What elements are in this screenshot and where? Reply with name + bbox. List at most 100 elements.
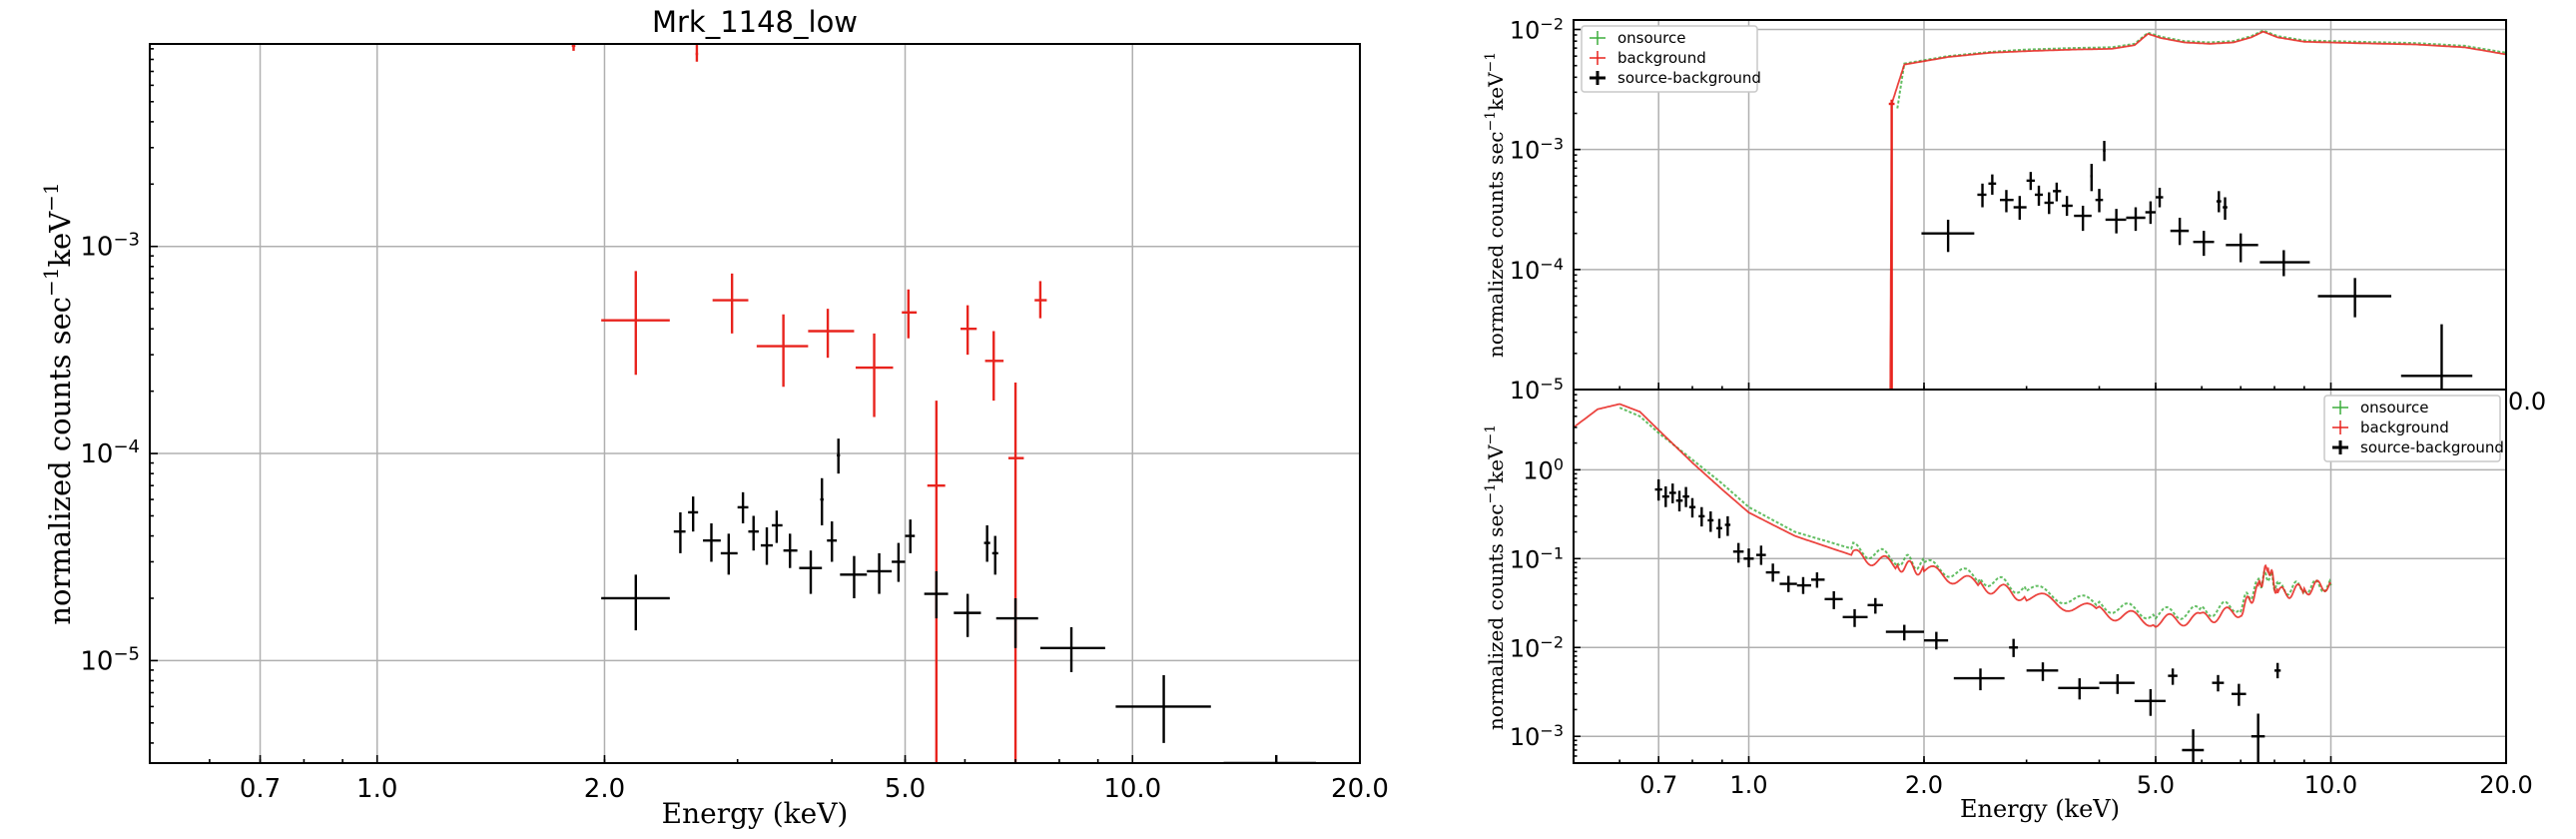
x-tick-label: 1.0	[356, 774, 397, 804]
left-ticks: 0.7 1.0 2.0 5.0 10.0 20.0 10−5 10−4 10−3	[80, 48, 1389, 804]
y-tick-label: 10−1	[1510, 543, 1564, 574]
source-background-error-cross	[2013, 196, 2027, 220]
source-background-error-cross	[1724, 515, 1731, 536]
series-1-error-cross	[771, 510, 783, 543]
source-background-error-cross	[1999, 190, 2014, 213]
series-1-error-cross	[783, 533, 798, 568]
source-background-error-cross	[1811, 572, 1825, 588]
source-background-error-cross	[1867, 597, 1883, 614]
left-grid	[150, 44, 1361, 763]
onsource-curve	[1618, 407, 2332, 620]
y-tick-label: 10−4	[80, 436, 140, 470]
x-tick-label: 0.7	[240, 774, 281, 804]
source-background-error-cross	[2074, 205, 2092, 232]
source-background-error-cross	[1755, 545, 1766, 565]
series-0-error-cross	[601, 271, 670, 376]
source-background-error-cross	[2058, 678, 2100, 700]
series-0-error-cross	[712, 273, 749, 334]
series-0-error-cross	[571, 44, 576, 51]
series-1-error-cross	[799, 550, 823, 594]
source-background-error-cross	[1668, 483, 1676, 503]
source-background-error-cross	[1779, 575, 1797, 592]
source-background-error-cross	[1688, 497, 1696, 518]
series-0-error-cross	[961, 305, 977, 356]
source-background-error-cross	[1977, 183, 1987, 208]
bottom-right-legend-box	[2323, 395, 2501, 462]
source-background-error-cross	[2009, 638, 2019, 657]
bottom-right-spectrum-panel: 0.7 1.0 2.0 5.0 10.0 20.0 10−3 10−2 10−1 100 Ener…	[1483, 389, 2533, 823]
series-1-error-cross	[1039, 626, 1105, 672]
svg-text:source-background: source-background	[2360, 438, 2504, 456]
source-background-error-cross	[2105, 209, 2127, 234]
source-background-error-cross	[2170, 218, 2190, 246]
x-tick-label: 2.0	[1905, 771, 1943, 799]
source-background-error-cross	[1716, 518, 1722, 538]
series-0-error-cross	[756, 314, 809, 388]
bottom-right-axes-frame	[1573, 389, 2507, 764]
series-1-error-cross	[737, 491, 749, 523]
x-tick-label: 2.0	[584, 774, 625, 804]
series-1-error-cross	[995, 597, 1038, 648]
series-0-error-cross	[1007, 383, 1024, 763]
top-right-legend-box	[1581, 25, 1758, 93]
source-background-error-cross	[1743, 548, 1754, 567]
series-1-error-cross	[991, 535, 998, 575]
series-1-error-cross	[1115, 675, 1211, 743]
series-1-error-cross	[673, 511, 686, 553]
legend-entry-background: background	[1590, 49, 1706, 67]
bottom-right-x-axis-label: Energy (keV)	[1960, 795, 2120, 823]
source-background-error-cross	[2145, 201, 2156, 225]
y-tick-label: 10−3	[1510, 134, 1564, 165]
series-0-error-cross	[1034, 281, 1047, 319]
x-tick-label: 5.0	[2137, 771, 2175, 799]
top-right-spectrum-panel: 10−5 10−4 10−3 10−2 0.0 normalized counts s…	[1483, 14, 2546, 416]
source-background-error-cross	[2231, 683, 2247, 706]
source-background-error-cross	[2226, 233, 2258, 263]
top-right-legend: onsource background source-background	[1581, 25, 1761, 93]
bottom-right-grid	[1574, 390, 2507, 763]
x-tick-label: 10.0	[2304, 771, 2357, 799]
left-chart-title: Mrk_1148_low	[652, 5, 858, 39]
source-background-error-cross	[2026, 662, 2059, 681]
source-background-error-cross	[2062, 196, 2073, 217]
x-tick-label: 0.7	[1639, 771, 1677, 799]
series-1-error-cross	[748, 515, 759, 551]
top-right-y-axis-label: normalized counts sec−1keV−1	[1483, 52, 1508, 358]
source-background-error-cross	[1842, 608, 1868, 627]
source-background-error-cross	[1885, 624, 1925, 641]
source-background-error-cross	[2212, 674, 2225, 692]
series-0-error-cross	[808, 309, 855, 359]
svg-text:source-background: source-background	[1617, 69, 1761, 87]
source-background-error-cross	[2090, 163, 2094, 192]
bottom-right-ticks: 0.7 1.0 2.0 5.0 10.0 20.0 10−3 10−2 10−1 100	[1510, 394, 2533, 799]
bottom-right-y-axis-label: normalized counts sec−1keV−1	[1483, 424, 1508, 730]
source-background-error-cross	[2099, 674, 2135, 694]
svg-text:background: background	[2360, 419, 2449, 436]
source-background-error-cross	[2103, 141, 2106, 162]
source-background-error-cross	[2400, 324, 2473, 390]
source-background-error-cross	[2155, 187, 2164, 208]
source-background-error-cross	[2274, 662, 2281, 679]
y-tick-label: 10−2	[1510, 14, 1564, 45]
source-background-error-cross	[2259, 250, 2310, 277]
source-background-error-cross	[2168, 668, 2178, 685]
source-background-error-cross	[2126, 207, 2146, 232]
series-1-error-cross	[688, 496, 699, 532]
series-1-error-cross	[954, 593, 981, 637]
source-background-error-cross	[1924, 631, 1949, 650]
series-0-error-cross	[984, 331, 1004, 402]
series-1-error-cross	[867, 552, 893, 594]
background-curve	[1574, 403, 2332, 628]
legend-entry-onsource: onsource	[2332, 399, 2429, 417]
x-tick-label: 10.0	[1103, 774, 1161, 804]
source-background-error-cross	[1732, 542, 1744, 563]
source-background-error-cross	[2053, 182, 2062, 202]
left-data-marks	[571, 44, 1317, 763]
series-1-error-cross	[837, 438, 841, 474]
series-1-error-cross	[892, 542, 906, 582]
left-x-axis-label: Energy (keV)	[662, 797, 849, 830]
legend-entry-background: background	[2332, 419, 2449, 436]
top-right-x-tick-label-partial: 0.0	[2508, 388, 2546, 416]
left-axes-frame	[149, 43, 1361, 764]
series-0-error-cross	[902, 289, 918, 339]
